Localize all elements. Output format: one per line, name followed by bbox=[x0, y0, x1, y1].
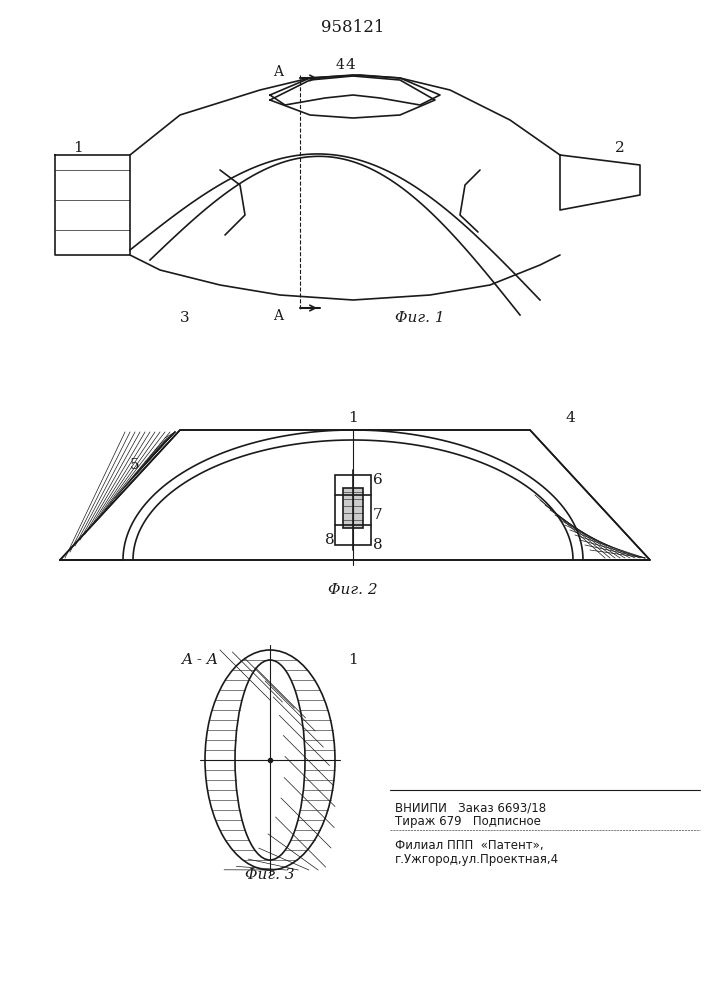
Text: A: A bbox=[273, 65, 283, 79]
Ellipse shape bbox=[205, 650, 335, 870]
Ellipse shape bbox=[235, 660, 305, 860]
Text: 4: 4 bbox=[565, 411, 575, 425]
Text: Φиг. 3: Φиг. 3 bbox=[245, 868, 295, 882]
Text: Φиг. 2: Φиг. 2 bbox=[328, 583, 378, 597]
Text: г.Ужгород,ул.Проектная,4: г.Ужгород,ул.Проектная,4 bbox=[395, 854, 559, 866]
Text: Тираж 679   Подписное: Тираж 679 Подписное bbox=[395, 816, 541, 828]
Text: 5: 5 bbox=[130, 458, 140, 472]
Text: 1: 1 bbox=[73, 141, 83, 155]
Text: A - A: A - A bbox=[182, 653, 218, 667]
Polygon shape bbox=[60, 430, 650, 560]
Text: 8: 8 bbox=[373, 538, 382, 552]
Text: 4: 4 bbox=[345, 58, 355, 72]
Text: Филиал ППП  «Патент»,: Филиал ППП «Патент», bbox=[395, 838, 544, 852]
Bar bbox=[335, 475, 371, 545]
Text: 3: 3 bbox=[180, 311, 189, 325]
Text: Φиг. 1: Φиг. 1 bbox=[395, 311, 445, 325]
Text: 1: 1 bbox=[348, 411, 358, 425]
Text: 6: 6 bbox=[373, 473, 383, 487]
Text: 7: 7 bbox=[373, 508, 382, 522]
Text: 2: 2 bbox=[615, 141, 625, 155]
Text: 958121: 958121 bbox=[321, 19, 385, 36]
Text: 8: 8 bbox=[325, 533, 335, 547]
Text: ВНИИПИ   Заказ 6693/18: ВНИИПИ Заказ 6693/18 bbox=[395, 802, 546, 814]
Bar bbox=[343, 488, 363, 528]
Text: 4: 4 bbox=[336, 58, 344, 72]
Text: A: A bbox=[273, 309, 283, 323]
Text: 1: 1 bbox=[348, 653, 358, 667]
